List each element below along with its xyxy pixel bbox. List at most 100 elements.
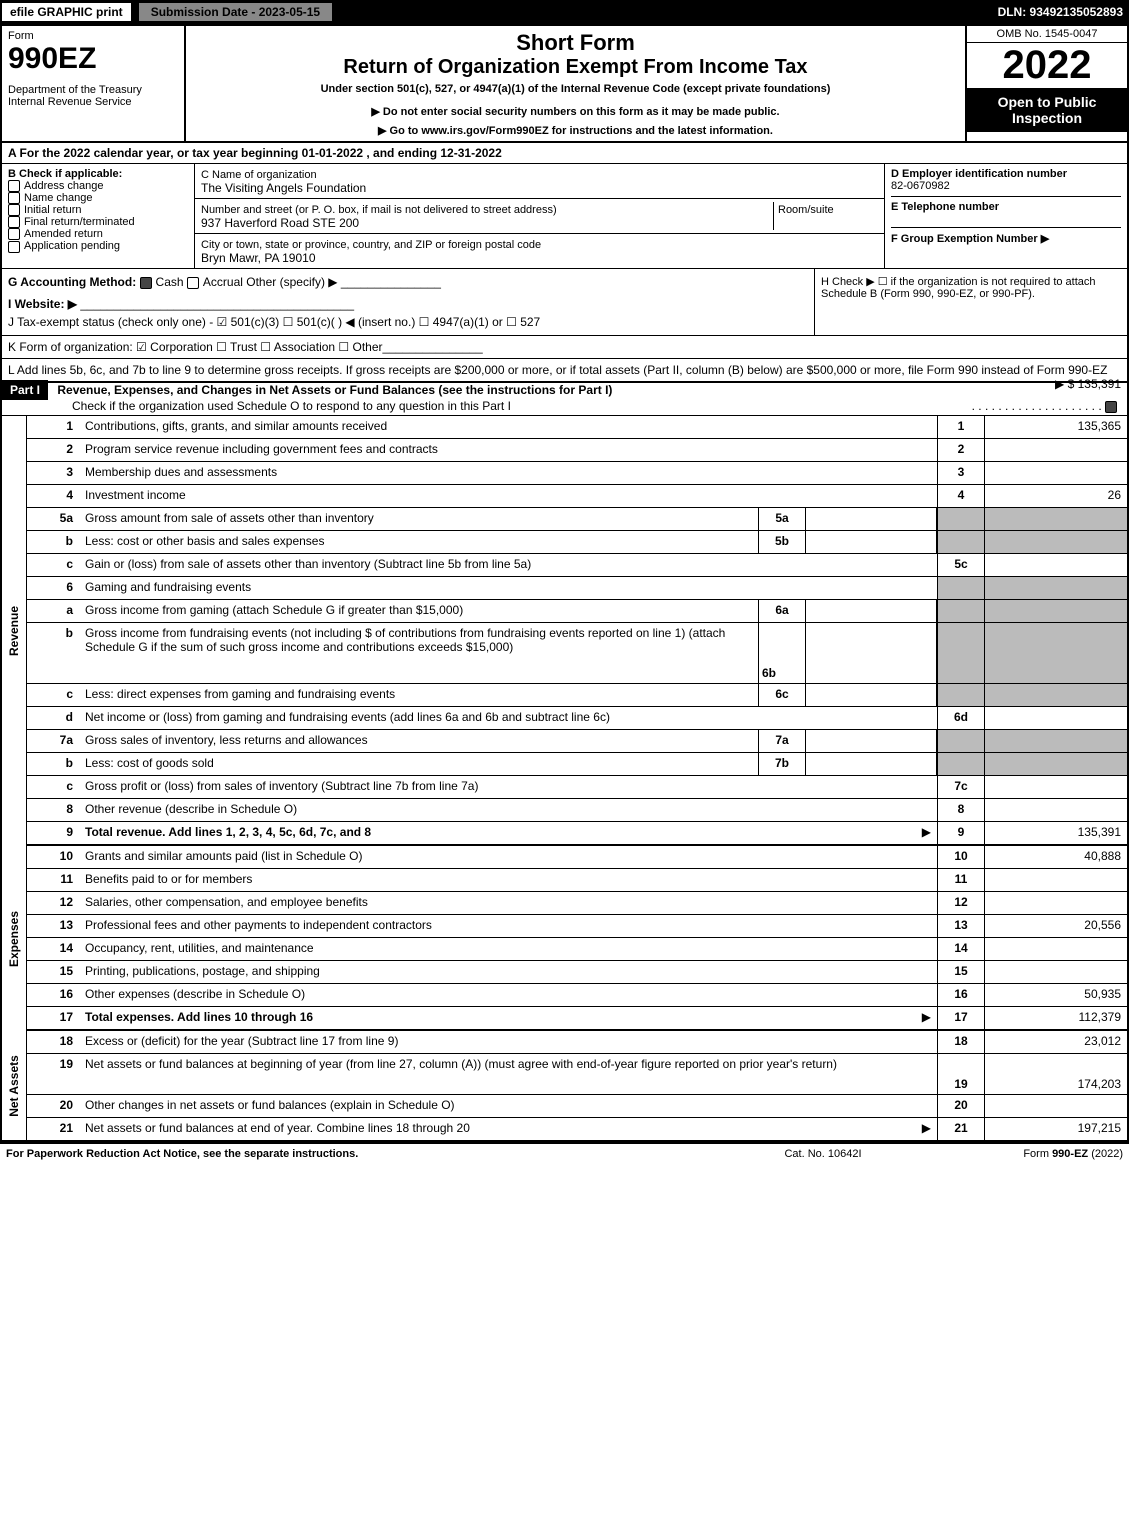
chk-application-pending[interactable]: Application pending (24, 240, 120, 252)
part1-title: Revenue, Expenses, and Changes in Net As… (51, 383, 612, 397)
line-ref: 3 (937, 462, 984, 484)
line-num: 12 (27, 892, 79, 914)
line-value-shaded (984, 600, 1127, 622)
accounting-cash[interactable]: Cash (156, 275, 184, 289)
form-of-org: K Form of organization: ☑ Corporation ☐ … (8, 340, 383, 354)
line-ref: 8 (937, 799, 984, 821)
line-value: 135,391 (984, 822, 1127, 844)
part1-header: Part I Revenue, Expenses, and Changes in… (0, 383, 1129, 416)
accounting-method-label: G Accounting Method: (8, 275, 136, 289)
line-value-shaded (984, 623, 1127, 683)
line-text: Gross sales of inventory, less returns a… (79, 730, 758, 752)
line-text: Occupancy, rent, utilities, and maintena… (79, 938, 937, 960)
line-value (984, 799, 1127, 821)
sub-ref: 6c (758, 684, 806, 706)
line-num: 6 (27, 577, 79, 599)
gross-receipts-text: L Add lines 5b, 6c, and 7b to line 9 to … (8, 363, 1107, 377)
line-value-shaded (984, 531, 1127, 553)
expenses-side-label: Expenses (7, 910, 21, 966)
accounting-accrual[interactable]: Accrual (203, 275, 243, 289)
section-l: L Add lines 5b, 6c, and 7b to line 9 to … (0, 359, 1129, 383)
sub-value (806, 730, 937, 752)
footer-right: Form 990-EZ (2022) (923, 1148, 1123, 1160)
line-ref: 18 (937, 1031, 984, 1053)
line-num: 17 (27, 1007, 79, 1029)
line-num: 14 (27, 938, 79, 960)
line-value-shaded (984, 508, 1127, 530)
line-text: Gross profit or (loss) from sales of inv… (79, 776, 937, 798)
line-value (984, 462, 1127, 484)
line-num: 20 (27, 1095, 79, 1117)
line-ref: 19 (937, 1054, 984, 1094)
efile-label: efile GRAPHIC print (0, 1, 133, 23)
sub-value (806, 684, 937, 706)
line-text: Net assets or fund balances at end of ye… (85, 1121, 470, 1135)
line-num: d (27, 707, 79, 729)
netassets-side-label: Net Assets (7, 1055, 21, 1117)
line-ref-shaded (937, 623, 984, 683)
line-text: Gaming and fundraising events (79, 577, 937, 599)
chk-address-change[interactable]: Address change (24, 180, 104, 192)
sub-value (806, 508, 937, 530)
sub-ref: 5a (758, 508, 806, 530)
sub-value (806, 600, 937, 622)
line-ref-shaded (937, 684, 984, 706)
arrow-icon: ▶ (922, 825, 931, 839)
line-value (984, 707, 1127, 729)
line-ref: 11 (937, 869, 984, 891)
page-footer: For Paperwork Reduction Act Notice, see … (0, 1142, 1129, 1164)
part1-check-text: Check if the organization used Schedule … (72, 399, 972, 413)
footer-cat-no: Cat. No. 10642I (723, 1148, 923, 1160)
city-label: City or town, state or province, country… (201, 239, 541, 251)
line-value: 135,365 (984, 416, 1127, 438)
line-value (984, 776, 1127, 798)
line-num: 1 (27, 416, 79, 438)
irs-label: Internal Revenue Service (8, 96, 178, 108)
line-text: Less: direct expenses from gaming and fu… (79, 684, 758, 706)
line-text: Salaries, other compensation, and employ… (79, 892, 937, 914)
line-num: 10 (27, 846, 79, 868)
line-ref: 7c (937, 776, 984, 798)
chk-initial-return[interactable]: Initial return (24, 204, 81, 216)
line-ref-shaded (937, 600, 984, 622)
line-text: Less: cost of goods sold (79, 753, 758, 775)
line-num: 16 (27, 984, 79, 1006)
accounting-other[interactable]: Other (specify) ▶ (246, 275, 337, 289)
line-ref: 15 (937, 961, 984, 983)
sub-ref: 7b (758, 753, 806, 775)
chk-final-return[interactable]: Final return/terminated (24, 216, 135, 228)
line-text: Other changes in net assets or fund bala… (79, 1095, 937, 1117)
line-value: 23,012 (984, 1031, 1127, 1053)
section-a-text: A For the 2022 calendar year, or tax yea… (8, 146, 502, 160)
chk-name-change[interactable]: Name change (24, 192, 93, 204)
top-bar: efile GRAPHIC print Submission Date - 20… (0, 0, 1129, 24)
footer-left: For Paperwork Reduction Act Notice, see … (6, 1148, 723, 1160)
expenses-table: Expenses 10Grants and similar amounts pa… (0, 846, 1129, 1031)
line-ref-shaded (937, 753, 984, 775)
line-text: Less: cost or other basis and sales expe… (79, 531, 758, 553)
note-link[interactable]: ▶ Go to www.irs.gov/Form990EZ for instru… (192, 124, 959, 137)
line-text: Net income or (loss) from gaming and fun… (79, 707, 937, 729)
sub-ref: 6a (758, 600, 806, 622)
line-value (984, 1095, 1127, 1117)
chk-amended-return[interactable]: Amended return (24, 228, 103, 240)
line-num: c (27, 776, 79, 798)
part1-label: Part I (2, 380, 48, 400)
name-label: C Name of organization (201, 169, 317, 181)
line-num: b (27, 623, 79, 683)
group-exemption-label: F Group Exemption Number ▶ (891, 233, 1049, 245)
line-num: 11 (27, 869, 79, 891)
line-ref: 10 (937, 846, 984, 868)
form-header: Form 990EZ Department of the Treasury In… (0, 24, 1129, 143)
line-ref: 17 (937, 1007, 984, 1029)
line-text: Gain or (loss) from sale of assets other… (79, 554, 937, 576)
org-name: The Visiting Angels Foundation (201, 181, 366, 195)
schedule-o-checkbox[interactable] (1105, 401, 1117, 413)
ein-label: D Employer identification number (891, 168, 1067, 180)
section-a: A For the 2022 calendar year, or tax yea… (0, 143, 1129, 164)
street-label: Number and street (or P. O. box, if mail… (201, 204, 557, 216)
dln: DLN: 93492135052893 (998, 5, 1129, 19)
line-value (984, 554, 1127, 576)
line-num: 18 (27, 1031, 79, 1053)
revenue-table: Revenue 1Contributions, gifts, grants, a… (0, 416, 1129, 846)
